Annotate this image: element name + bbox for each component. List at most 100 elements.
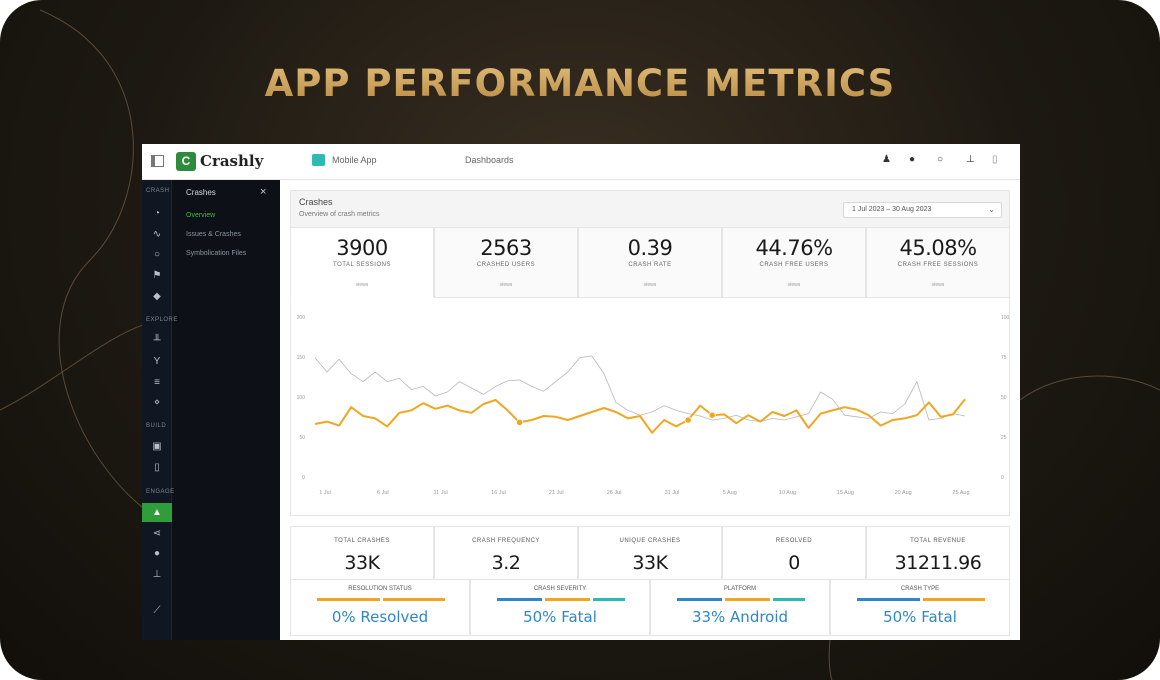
filter-icon[interactable]: Y xyxy=(153,356,161,367)
build-icon[interactable]: ▣ xyxy=(152,441,162,452)
settings-icon[interactable]: ⊥ xyxy=(966,154,975,165)
y2-tick-label: 0 xyxy=(1001,475,1004,481)
account-icon[interactable]: ▯ xyxy=(992,154,998,165)
rail-section-label: CRASH xyxy=(146,188,170,194)
dashboard-icon[interactable]: ◔ xyxy=(153,208,161,219)
stat-label: CRASH FREQUENCY xyxy=(472,538,540,544)
sidebar-toggle-icon[interactable] xyxy=(151,155,164,167)
panel-item-symbolication[interactable]: Symbolication Files xyxy=(186,250,247,257)
breakdown-label: CRASH TYPE xyxy=(900,586,940,592)
series-marker xyxy=(516,418,524,427)
y2-tick-label: 100 xyxy=(1001,315,1009,321)
breakdown-row: RESOLUTION STATUS 0% Resolved CRASH SEVE… xyxy=(290,580,1010,636)
kpi-sub: views xyxy=(643,282,657,288)
breakdown-value: 50% Fatal xyxy=(523,608,597,626)
flag-icon[interactable]: ⚑ xyxy=(152,270,162,281)
card-header: Crashes Overview of crash metrics 1 Jul … xyxy=(290,190,1010,228)
series-line-primary xyxy=(314,398,966,434)
crash-nav-active-icon[interactable]: ▲ xyxy=(142,503,172,522)
x-tick-label: 31 Jul xyxy=(665,490,680,496)
kpi-value: 44.76% xyxy=(755,236,833,260)
kpi-value: 0.39 xyxy=(627,236,673,260)
breakdown-label: PLATFORM xyxy=(723,586,757,592)
y2-tick-label: 75 xyxy=(1001,355,1007,361)
logo-text[interactable]: Crashly xyxy=(200,152,264,170)
help-icon[interactable]: ● xyxy=(909,154,916,165)
breakdown-bar-segment xyxy=(677,598,723,601)
breakdown-value: 50% Fatal xyxy=(883,608,957,626)
kpi-tile[interactable]: 3900 TOTAL SESSIONS views xyxy=(290,228,434,298)
kpi-value: 2563 xyxy=(480,236,532,260)
y-tick-label: 150 xyxy=(297,355,306,361)
breakdown-bar-segment xyxy=(922,598,985,601)
y2-tick-label: 25 xyxy=(1001,435,1007,441)
top-bar: C Crashly Mobile App Dashboards ♟ ● ○ ⊥ … xyxy=(142,144,1020,180)
x-tick-label: 5 Aug xyxy=(723,490,737,496)
card-title: Crashes xyxy=(299,197,333,207)
stat-label: TOTAL CRASHES xyxy=(334,538,390,544)
stat-tile: UNIQUE CRASHES 33K xyxy=(578,526,722,580)
breakdown-tile[interactable]: RESOLUTION STATUS 0% Resolved xyxy=(290,580,470,636)
kpi-sub: views xyxy=(355,282,369,288)
panel-item-overview[interactable]: Overview xyxy=(186,212,216,219)
kpi-label: CRASH FREE USERS xyxy=(759,262,829,268)
y-tick-label: 0 xyxy=(302,475,305,481)
x-tick-label: 16 Jul xyxy=(491,490,506,496)
funnel-icon[interactable]: ≡ xyxy=(154,377,160,388)
series-marker xyxy=(684,416,692,424)
app-selector[interactable]: Mobile App xyxy=(332,155,377,165)
kpi-sub: views xyxy=(787,282,801,288)
stat-label: TOTAL REVENUE xyxy=(910,538,966,544)
kpi-tile[interactable]: 44.76% CRASH FREE USERS views xyxy=(722,228,866,298)
breakdown-bar-segment xyxy=(545,598,591,601)
notification-icon[interactable]: ○ xyxy=(937,154,944,165)
stat-tile: TOTAL REVENUE 31211.96 xyxy=(866,526,1010,580)
kpi-tile[interactable]: 0.39 CRASH RATE views xyxy=(578,228,722,298)
stat-value: 3.2 xyxy=(491,552,521,574)
y-tick-label: 100 xyxy=(297,395,306,401)
chat-icon[interactable]: ○ xyxy=(153,249,161,260)
pin-icon[interactable]: ⊥ xyxy=(152,569,162,580)
branch-icon[interactable]: ⋄ xyxy=(153,397,161,408)
stats-row: TOTAL CRASHES 33K CRASH FREQUENCY 3.2 UN… xyxy=(290,526,1010,580)
page-headline: APP PERFORMANCE METRICS xyxy=(0,62,1160,105)
date-range-picker[interactable]: 1 Jul 2023 – 30 Aug 2023 ⌄ xyxy=(843,202,1002,218)
kpi-label: CRASH RATE xyxy=(628,262,672,268)
stat-label: UNIQUE CRASHES xyxy=(619,538,681,544)
kpi-sub: views xyxy=(499,282,513,288)
breakdown-bar-segment xyxy=(725,598,771,601)
breakdown-tile[interactable]: PLATFORM 33% Android xyxy=(650,580,830,636)
breakdown-label: CRASH SEVERITY xyxy=(533,586,587,592)
kpi-tile[interactable]: 2563 CRASHED USERS views xyxy=(434,228,578,298)
x-tick-label: 1 Jul xyxy=(319,490,331,496)
breakdown-tile[interactable]: CRASH SEVERITY 50% Fatal xyxy=(470,580,650,636)
stat-value: 33K xyxy=(632,552,668,574)
breakdown-tile[interactable]: CRASH TYPE 50% Fatal xyxy=(830,580,1010,636)
dashboard-selector[interactable]: Dashboards xyxy=(465,155,514,165)
chevron-down-icon: ⌄ xyxy=(988,205,995,214)
x-tick-label: 10 Aug xyxy=(779,490,796,496)
breakdown-label: RESOLUTION STATUS xyxy=(348,586,412,592)
breakdown-bar xyxy=(317,598,445,601)
stat-tile: CRASH FREQUENCY 3.2 xyxy=(434,526,578,580)
stat-value: 0 xyxy=(788,552,800,574)
kpi-value: 45.08% xyxy=(899,236,977,260)
user-icon[interactable]: ♟ xyxy=(882,154,891,165)
stat-value: 31211.96 xyxy=(894,552,982,574)
device-icon[interactable]: ▯ xyxy=(154,462,160,473)
activity-icon[interactable]: ∿ xyxy=(152,229,162,240)
panel-item-issues[interactable]: Issues & Crashes xyxy=(186,231,241,238)
bar-icon[interactable]: ╨ xyxy=(153,335,161,346)
tag-icon[interactable]: ◆ xyxy=(153,291,161,302)
x-tick-label: 15 Aug xyxy=(837,490,854,496)
wrench-icon[interactable]: ⟋ xyxy=(153,605,161,616)
share-icon[interactable]: ⋖ xyxy=(152,528,162,539)
close-icon[interactable]: × xyxy=(260,186,267,198)
kpi-sub: views xyxy=(931,282,945,288)
kpi-tile[interactable]: 45.08% CRASH FREE SESSIONS views xyxy=(866,228,1010,298)
circle-icon[interactable]: ● xyxy=(153,548,161,559)
rail-section-label: EXPLORE xyxy=(146,317,178,323)
date-range-value: 1 Jul 2023 – 30 Aug 2023 xyxy=(852,206,932,213)
app-window: C Crashly Mobile App Dashboards ♟ ● ○ ⊥ … xyxy=(142,144,1020,640)
